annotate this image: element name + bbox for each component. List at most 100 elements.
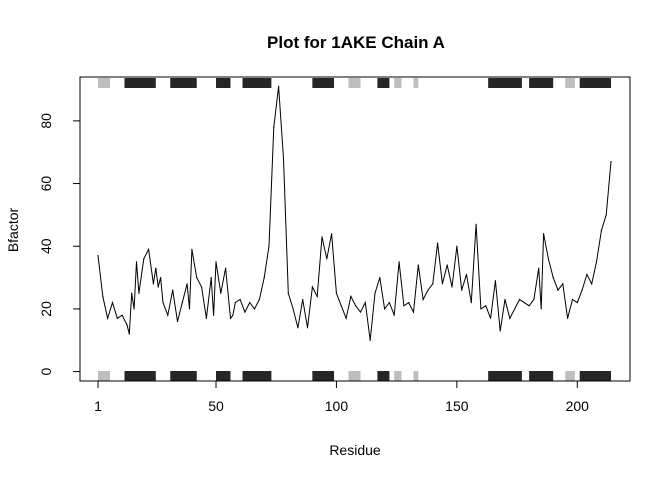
data-point [311, 286, 313, 288]
data-point [215, 261, 217, 263]
data-point [244, 311, 246, 313]
data-point [379, 276, 381, 279]
data-point [326, 258, 328, 260]
data-point [403, 305, 405, 307]
data-point [335, 292, 338, 294]
data-point [591, 283, 593, 285]
data-point [393, 314, 395, 316]
strand-bar-top [394, 78, 402, 88]
data-point [143, 258, 145, 260]
helix-bar-bottom [242, 371, 272, 381]
data-point [540, 308, 542, 310]
data-point [181, 302, 183, 304]
data-point [321, 236, 323, 238]
data-point [196, 276, 198, 279]
data-point [388, 302, 391, 304]
data-point [461, 289, 463, 291]
data-point [509, 317, 511, 319]
y-tick-label: 60 [38, 176, 54, 192]
data-point [232, 314, 234, 316]
data-point [147, 248, 150, 250]
data-point [135, 261, 138, 263]
x-axis-label: Residue [329, 442, 381, 458]
strand-bar-bottom [348, 371, 361, 381]
strand-bar-bottom [413, 371, 419, 381]
data-point [316, 295, 318, 297]
data-point [287, 292, 289, 294]
data-point [595, 261, 598, 263]
x-tick-label: 100 [325, 398, 349, 414]
data-point [278, 85, 280, 88]
data-point [610, 161, 612, 163]
data-point [186, 283, 188, 285]
helix-bar-top [170, 78, 197, 88]
data-point [499, 330, 501, 332]
data-point [542, 233, 545, 235]
bfactor-series-line [97, 86, 612, 341]
data-point [111, 302, 114, 304]
helix-bar-top [216, 78, 231, 88]
data-point [116, 317, 118, 319]
x-axis: 1 50 100 150 200 [94, 380, 589, 414]
data-point [489, 317, 492, 319]
data-point [427, 289, 429, 291]
data-point [155, 267, 157, 269]
data-point [557, 289, 559, 291]
data-point [465, 273, 468, 276]
data-point [172, 289, 174, 291]
data-point [234, 302, 236, 304]
data-point [359, 311, 362, 313]
data-point [436, 242, 439, 244]
data-point [576, 302, 578, 304]
data-point [213, 314, 215, 316]
data-point [384, 308, 386, 310]
data-point [138, 292, 140, 294]
helix-bar-bottom [488, 371, 522, 381]
data-point [480, 308, 482, 310]
data-point [441, 283, 444, 285]
data-point [552, 276, 554, 279]
data-point [581, 289, 583, 291]
data-point [157, 286, 159, 288]
data-point [302, 298, 304, 301]
helix-bar-bottom [312, 371, 335, 381]
data-point [355, 305, 357, 307]
data-point [586, 273, 588, 276]
data-point [446, 264, 448, 266]
data-point [282, 157, 285, 160]
data-point [485, 305, 487, 307]
data-point [547, 258, 549, 260]
data-point [162, 302, 164, 304]
data-point [160, 276, 162, 279]
data-point [126, 323, 128, 326]
data-point [210, 276, 212, 279]
helix-bar-top [529, 78, 554, 88]
data-point [605, 214, 607, 216]
data-point [200, 286, 203, 288]
data-point [504, 298, 506, 301]
data-point [229, 317, 232, 319]
helix-bar-bottom [216, 371, 231, 381]
secondary-structure-top [98, 78, 611, 88]
data-point [97, 255, 99, 257]
data-point [152, 283, 154, 285]
data-point [102, 295, 104, 297]
y-axis-label: Bfactor [5, 207, 21, 252]
helix-bar-bottom [579, 371, 611, 381]
y-tick-label: 20 [38, 301, 54, 317]
data-point [538, 267, 540, 269]
data-point [121, 314, 123, 316]
helix-bar-top [312, 78, 335, 88]
data-point [268, 245, 270, 247]
data-point [518, 298, 521, 301]
data-point [239, 298, 241, 301]
data-point [475, 223, 477, 225]
chart-title: Plot for 1AKE Chain A [267, 33, 445, 52]
strand-bar-top [98, 78, 111, 88]
data-point [253, 308, 256, 310]
data-point [225, 267, 227, 269]
data-point [422, 298, 424, 301]
strand-bar-top [565, 78, 575, 88]
secondary-structure-bottom [98, 371, 611, 381]
